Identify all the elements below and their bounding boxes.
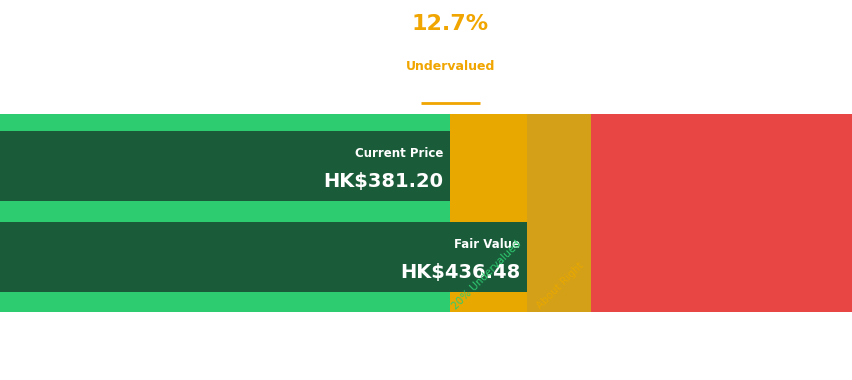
- Text: HK$436.48: HK$436.48: [400, 263, 520, 282]
- Bar: [0, 114, 450, 312]
- Bar: [0, 222, 527, 292]
- Text: Undervalued: Undervalued: [406, 60, 494, 73]
- Text: 20% Overvalued: 20% Overvalued: [649, 243, 717, 311]
- Bar: [0, 131, 450, 201]
- Text: HK$381.20: HK$381.20: [323, 172, 443, 191]
- Text: About Right: About Right: [534, 260, 584, 311]
- Text: Current Price: Current Price: [354, 147, 443, 160]
- Bar: [590, 114, 852, 312]
- Text: 20% Undervalued: 20% Undervalued: [450, 238, 522, 311]
- Bar: [527, 114, 590, 312]
- Bar: [450, 114, 527, 312]
- Text: Fair Value: Fair Value: [454, 238, 520, 251]
- Text: 12.7%: 12.7%: [412, 14, 488, 34]
